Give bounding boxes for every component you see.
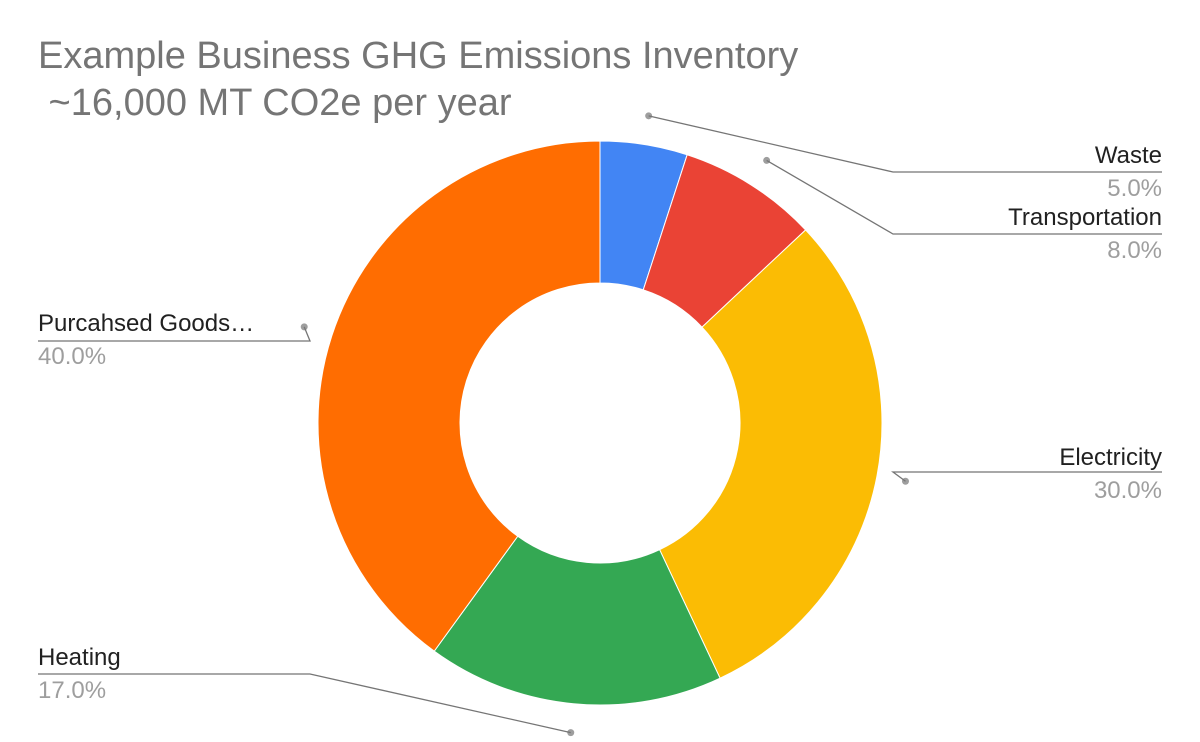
chart-subtitle: ~16,000 MT CO2e per year	[38, 82, 512, 124]
slice-percent-label: 30.0%	[1094, 477, 1162, 504]
slices-layer	[317, 140, 883, 706]
chart-title: Example Business GHG Emissions Inventory	[38, 35, 799, 77]
slice-percent-label: 5.0%	[1107, 175, 1162, 202]
slice-label: Heating	[38, 644, 121, 671]
leader-line	[38, 673, 571, 734]
slice-electricity[interactable]	[658, 229, 883, 679]
leader-lines-layer	[38, 112, 1162, 737]
slice-label: Electricity	[1059, 444, 1162, 471]
slice-label: Transportation	[1008, 204, 1162, 231]
slice-percent-label: 17.0%	[38, 677, 106, 704]
slice-heating[interactable]	[433, 535, 721, 706]
slice-percent-label: 40.0%	[38, 343, 106, 370]
slice-purcahsed-goods[interactable]	[317, 140, 601, 652]
slice-label: Purcahsed Goods…	[38, 310, 254, 337]
leader-line	[648, 115, 1162, 173]
leader-line	[891, 471, 1162, 482]
labels-layer: Waste 5.0%Transportation 8.0% Electricity 30…	[38, 142, 1162, 704]
slice-label: Waste	[1095, 142, 1162, 169]
slice-percent-label: 8.0%	[1107, 237, 1162, 264]
leader-line	[38, 326, 311, 342]
leader-line	[766, 159, 1162, 235]
